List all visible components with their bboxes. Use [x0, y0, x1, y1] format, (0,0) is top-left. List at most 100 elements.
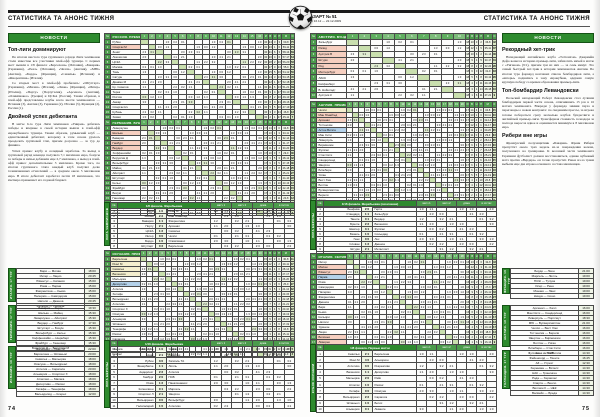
news-article: Рибери вне игры Французский полузащитник …: [502, 133, 594, 166]
time-cell: 20:45: [84, 273, 100, 279]
match-cell: Хоффенхайм — Нюрнберг: [16, 335, 85, 341]
match-cell: Виллем II — НЕК: [510, 385, 579, 391]
match-cell: Ман Сити — Сандерленд: [510, 310, 579, 316]
table-row: 6 Москва 0:2 0:1 1:0 0:2 0:1 1:0 0:2 0:1 30 17 0 13 55…: [104, 64, 295, 70]
news-section-title: НОВОСТИ: [8, 33, 100, 43]
fixture-row: Болтон — Уиган 16:00: [510, 340, 594, 346]
results-table-wrap: № 1/8 финала. Жеребьевка матч 1 матч 2 дома в…: [110, 202, 296, 249]
time-cell: 16:00: [578, 345, 594, 351]
match-cell: Фейеноорд — Твенте: [510, 355, 579, 361]
fixtures-grid: Валенсия — Реал М 22:00 Барселона — Эспань…: [16, 346, 100, 397]
fixture-row: Вольфсбург — Кельн 15:30: [16, 330, 100, 336]
leg-score-cell: 1:3: [476, 405, 488, 413]
fixtures-table-wrap: Аякс — ПСВ 14:30 Фейеноорд — Твенте 16:45 АЗ…: [510, 350, 594, 396]
time-cell: 15:30: [84, 330, 100, 336]
article-headline: Двойной успех дебютанта: [8, 114, 78, 121]
match-cell: Марсель — Лилль: [510, 273, 579, 279]
time-cell: 21:00: [578, 268, 594, 274]
match-cell: Вольфсбург — Кельн: [16, 330, 85, 336]
tie-score-cell: 0:2: [155, 243, 167, 249]
table-row: 10 Айнтрахт 1:1 2:2 3:2 1:1 2:2 3:2 1:1 1:1 2:2 3:2…: [104, 170, 295, 176]
football-icon: [288, 5, 313, 30]
match-cell: Боруссия Д — Боруссия М: [16, 345, 85, 351]
match-cell: Севилья — Мальорка: [16, 356, 85, 362]
leg-score-cell: 2:2: [231, 243, 243, 249]
fixture-row: Тоттенхэм — Бернли 16:00: [510, 330, 594, 336]
leg-score-cell: 0:0: [252, 402, 264, 409]
leg-score-cell: [466, 405, 478, 413]
results-row: 8 Штутгарт 0:2 Барселона 0:2 2:2 2:3 0:0 2:2: [110, 243, 295, 249]
time-cell: 15:00: [84, 288, 100, 294]
results-table-grid: № 1/8 финала. Жеребьевка матч 1 матч 2 дома в…: [110, 202, 296, 249]
table-row: 1 Барселона 1:0 0:2 0:1 1:0 0:2 0:1 1:0 0:2 0:1 15 1…: [104, 256, 295, 262]
leg-score-cell: [273, 243, 285, 249]
page-header-right: СТАТИСТИКА ТА АНОНС ТИЖНЯ: [483, 16, 590, 22]
table-row: 11 Спортинг Х 0:2 0:1 1:0 0:2 0:1 1:0 0:2 0:1 1:0 1…: [104, 306, 295, 312]
fixture-row: Альмерия — Спортинг Х 18:00: [16, 371, 100, 377]
match-cell: Бордо — Лион: [510, 268, 579, 274]
fixtures-table-wrap: Бари — Милан 18:00 Интер — Лацио 20:45 Ювент…: [16, 268, 100, 309]
time-cell: 15:00: [84, 278, 100, 284]
match-cell: Блэкберн — Сток Сити: [510, 345, 579, 351]
time-cell: 19:00: [578, 293, 594, 299]
news-article: Топ-бомбардир Левандовски Польский напада…: [502, 88, 594, 129]
fixtures-table-wrap: Бавария — Герта 19:30 Шальке — Майнц 15:30 Л…: [16, 305, 100, 351]
score-cell: 1:1: [346, 92, 359, 99]
table-row: 10 Аустрия К 1:1 2:2 3:2 1:1 18 1 6 11 27-21 9: [310, 92, 497, 99]
time-cell: 16:00: [578, 350, 594, 356]
match-cell: Интер — Лацио: [16, 273, 85, 279]
fixture-row: Атлетико — Малага 18:00: [16, 376, 100, 382]
fixture-row: Ювентус — Катания 15:00: [16, 278, 100, 284]
competition-strip-label: ЛИГА ЕВРОПЫ: [104, 340, 110, 408]
position-cell: 11: [110, 402, 118, 409]
score-cell: [441, 92, 455, 99]
time-cell: 14:30: [578, 365, 594, 371]
fixture-row: Интер — Лацио 20:45: [16, 273, 100, 279]
time-cell: 18:00: [84, 386, 100, 392]
match-cell: Барселона — Эспаньол: [16, 351, 85, 357]
leg-score-cell: 3:0: [416, 405, 428, 413]
time-cell: 14:30: [578, 375, 594, 381]
match-cell: Болтон — Уиган: [510, 340, 579, 346]
match-cell: Ницца — Сошо: [510, 293, 579, 299]
fixture-row: Депортиво — Расинг 18:00: [16, 381, 100, 387]
time-cell: 20:00: [84, 366, 100, 372]
time-cell: 16:00: [578, 330, 594, 336]
round-strip-label: ГОЛЛАНДИЯ. 17 ТУР: [502, 350, 510, 389]
match-cell: Леверкузен — Айнтрахт: [16, 315, 85, 321]
fixture-row: Шальке — Майнц 15:30: [16, 310, 100, 316]
time-cell: 16:00: [578, 305, 594, 311]
fixtures-table: ГОЛЛАНДИЯ. 17 ТУР Аякс — ПСВ 14:30 Фейеноор…: [502, 350, 594, 396]
match-cell: Валенсия — Реал М: [16, 346, 85, 352]
fixtures-table: ФРАНЦИЯ. 19 ТУР Бордо — Лион 21:00 Марсель …: [502, 268, 594, 299]
time-cell: 14:30: [578, 350, 594, 356]
results-header-row: № 1/8 финала. Жеребьевка матч 1 матч 2 дома в…: [110, 202, 296, 209]
diagonal-cell: [453, 92, 466, 99]
table-row: 8 Хетафе 2:3 3:1 3:0 2:3 3:1 3:0 3:0 2:3 3:1 3:0 15 8…: [104, 291, 295, 297]
time-cell: 14:30: [578, 370, 594, 376]
article-paragraph: Успех принес клубу и солидный заработок.…: [8, 148, 100, 182]
top-rule-right-page: [310, 10, 590, 13]
table-row: 7 Атлетик 1:3 0:0 1:2 1:3 0:0 1:2 1:3 0:0 1:2 15 9 5 1…: [104, 286, 295, 292]
time-cell: 20:30: [84, 345, 100, 351]
score-cell: [429, 92, 443, 99]
match-cell: Осасуна — Вильярреал: [16, 361, 85, 367]
fixture-row: Арсенал — Халл 16:00: [510, 305, 594, 311]
time-cell: 16:45: [578, 355, 594, 361]
time-cell: 14:30: [578, 380, 594, 386]
fixtures-table: ИСПАНИЯ. 16 ТУР Валенсия — Реал М 22:00 Бар…: [8, 346, 100, 397]
away-team-cell: Леванте: [371, 405, 418, 413]
match-cell: Рода — Хераклес: [510, 375, 579, 381]
fixture-row: Ман Сити — Сандерленд 16:00: [510, 310, 594, 316]
header-rule-left: [8, 26, 290, 27]
time-cell: 21:00: [578, 320, 594, 326]
fixture-row: Вердер — Гамбург 17:30: [16, 320, 100, 326]
stats-cell: 9: [491, 92, 497, 99]
time-cell: 18:00: [84, 381, 100, 387]
fixtures-grid: Бари — Милан 18:00 Интер — Лацио 20:45 Ювент…: [16, 268, 100, 309]
results-row: 1 Ливерпуль 1:0 Унирея 1:0 1:1 1:3 1:0 2:0: [110, 346, 295, 353]
